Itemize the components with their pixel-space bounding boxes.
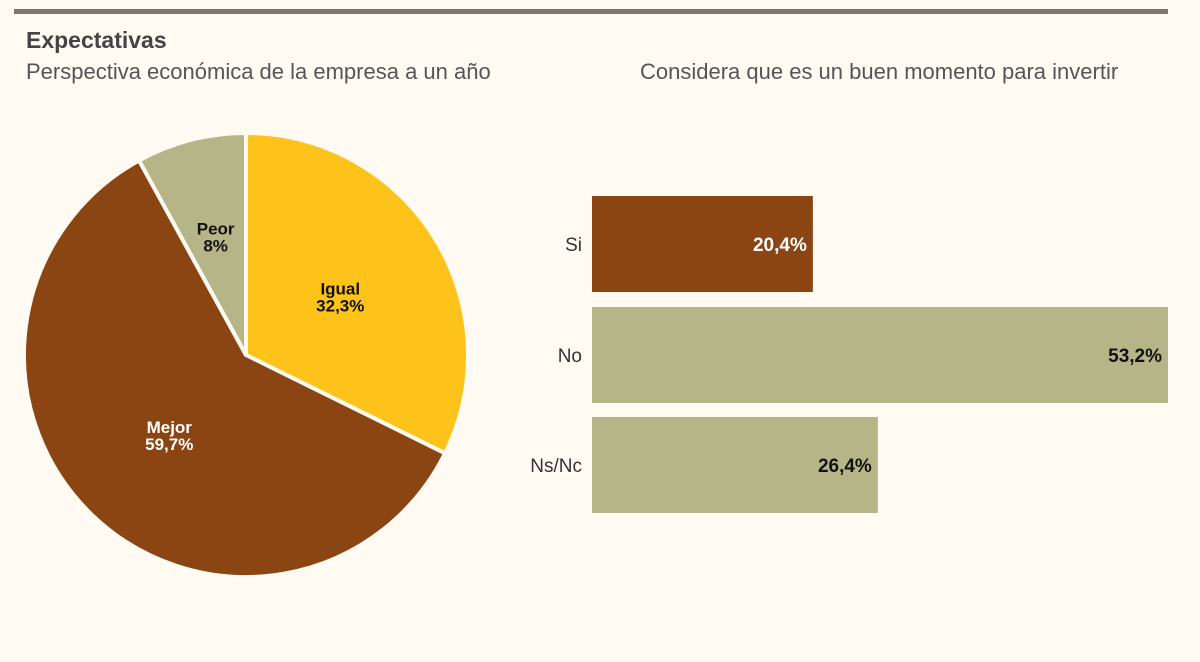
pie-slice-mejor	[22, 158, 448, 579]
pie-value-label: 8%	[203, 237, 228, 256]
page-title: Expectativas	[26, 27, 167, 53]
pie-slice-peor	[137, 131, 248, 357]
bar-category-label: No	[558, 346, 582, 367]
pie-value-label: 32,3%	[316, 296, 364, 315]
pie-label: Peor	[197, 220, 235, 239]
bar-value-label: 26,4%	[818, 456, 872, 477]
pie-value-label: 59,7%	[145, 435, 193, 454]
bar-chart-title: Considera que es un buen momento para in…	[640, 59, 1119, 84]
pie-label: Mejor	[147, 418, 193, 437]
bar-category-label: Si	[565, 235, 582, 256]
bar-category-label: Ns/Nc	[530, 456, 582, 477]
bar-si	[592, 196, 813, 292]
bar-value-label: 53,2%	[1108, 346, 1162, 367]
bar-no	[592, 307, 1168, 403]
pie-slice-igual	[244, 131, 470, 456]
top-divider	[14, 9, 1168, 14]
pie-label: Igual	[320, 279, 360, 298]
pie-chart-title: Perspectiva económica de la empresa a un…	[26, 59, 491, 84]
bar-ns-nc	[592, 417, 878, 513]
bar-value-label: 20,4%	[753, 235, 807, 256]
